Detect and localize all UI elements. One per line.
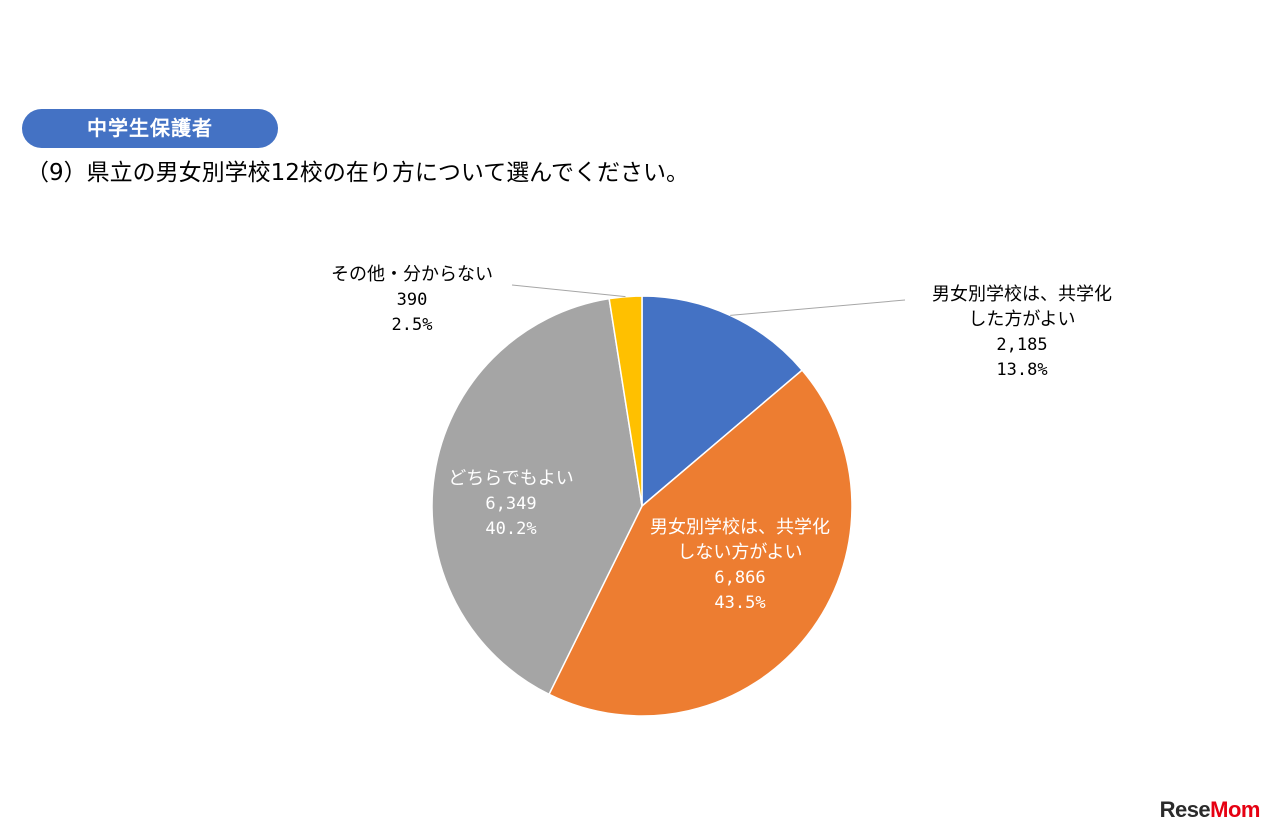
slice-label-1-line-0: 男女別学校は、共学化 xyxy=(650,517,830,538)
slice-label-0-line-1: した方がよい xyxy=(968,309,1075,330)
slice-label-0-line-0: 男女別学校は、共学化 xyxy=(932,284,1112,305)
logo-accent: Mom xyxy=(1210,797,1260,822)
slice-label-3-line-0: その他・分からない xyxy=(331,264,493,285)
slice-count-0: 2,185 xyxy=(996,335,1047,355)
slice-count-3: 390 xyxy=(397,290,428,310)
slice-count-2: 6,349 xyxy=(485,494,536,514)
logo-main: Rese xyxy=(1159,797,1211,822)
slice-label-2-line-0: どちらでもよい xyxy=(448,468,573,489)
pie-slice-2 xyxy=(431,297,643,696)
pie-slice-3 xyxy=(608,295,643,507)
question-text: （9）県立の男女別学校12校の在り方について選んでください。 xyxy=(26,160,690,186)
slice-percent-0: 13.8% xyxy=(996,360,1047,380)
resemom-logo: ReseMom xyxy=(1159,797,1261,823)
slice-label-1-line-1: しない方がよい xyxy=(677,542,802,563)
slice-percent-3: 2.5% xyxy=(392,315,433,335)
pie-slice-1 xyxy=(548,369,853,717)
slice-percent-2: 40.2% xyxy=(485,519,536,539)
leader-line-3 xyxy=(511,284,626,298)
slice-percent-1: 43.5% xyxy=(714,593,765,613)
slice-count-1: 6,866 xyxy=(714,568,765,588)
leader-line-0 xyxy=(730,299,906,316)
respondent-badge: 中学生保護者 xyxy=(22,109,278,148)
